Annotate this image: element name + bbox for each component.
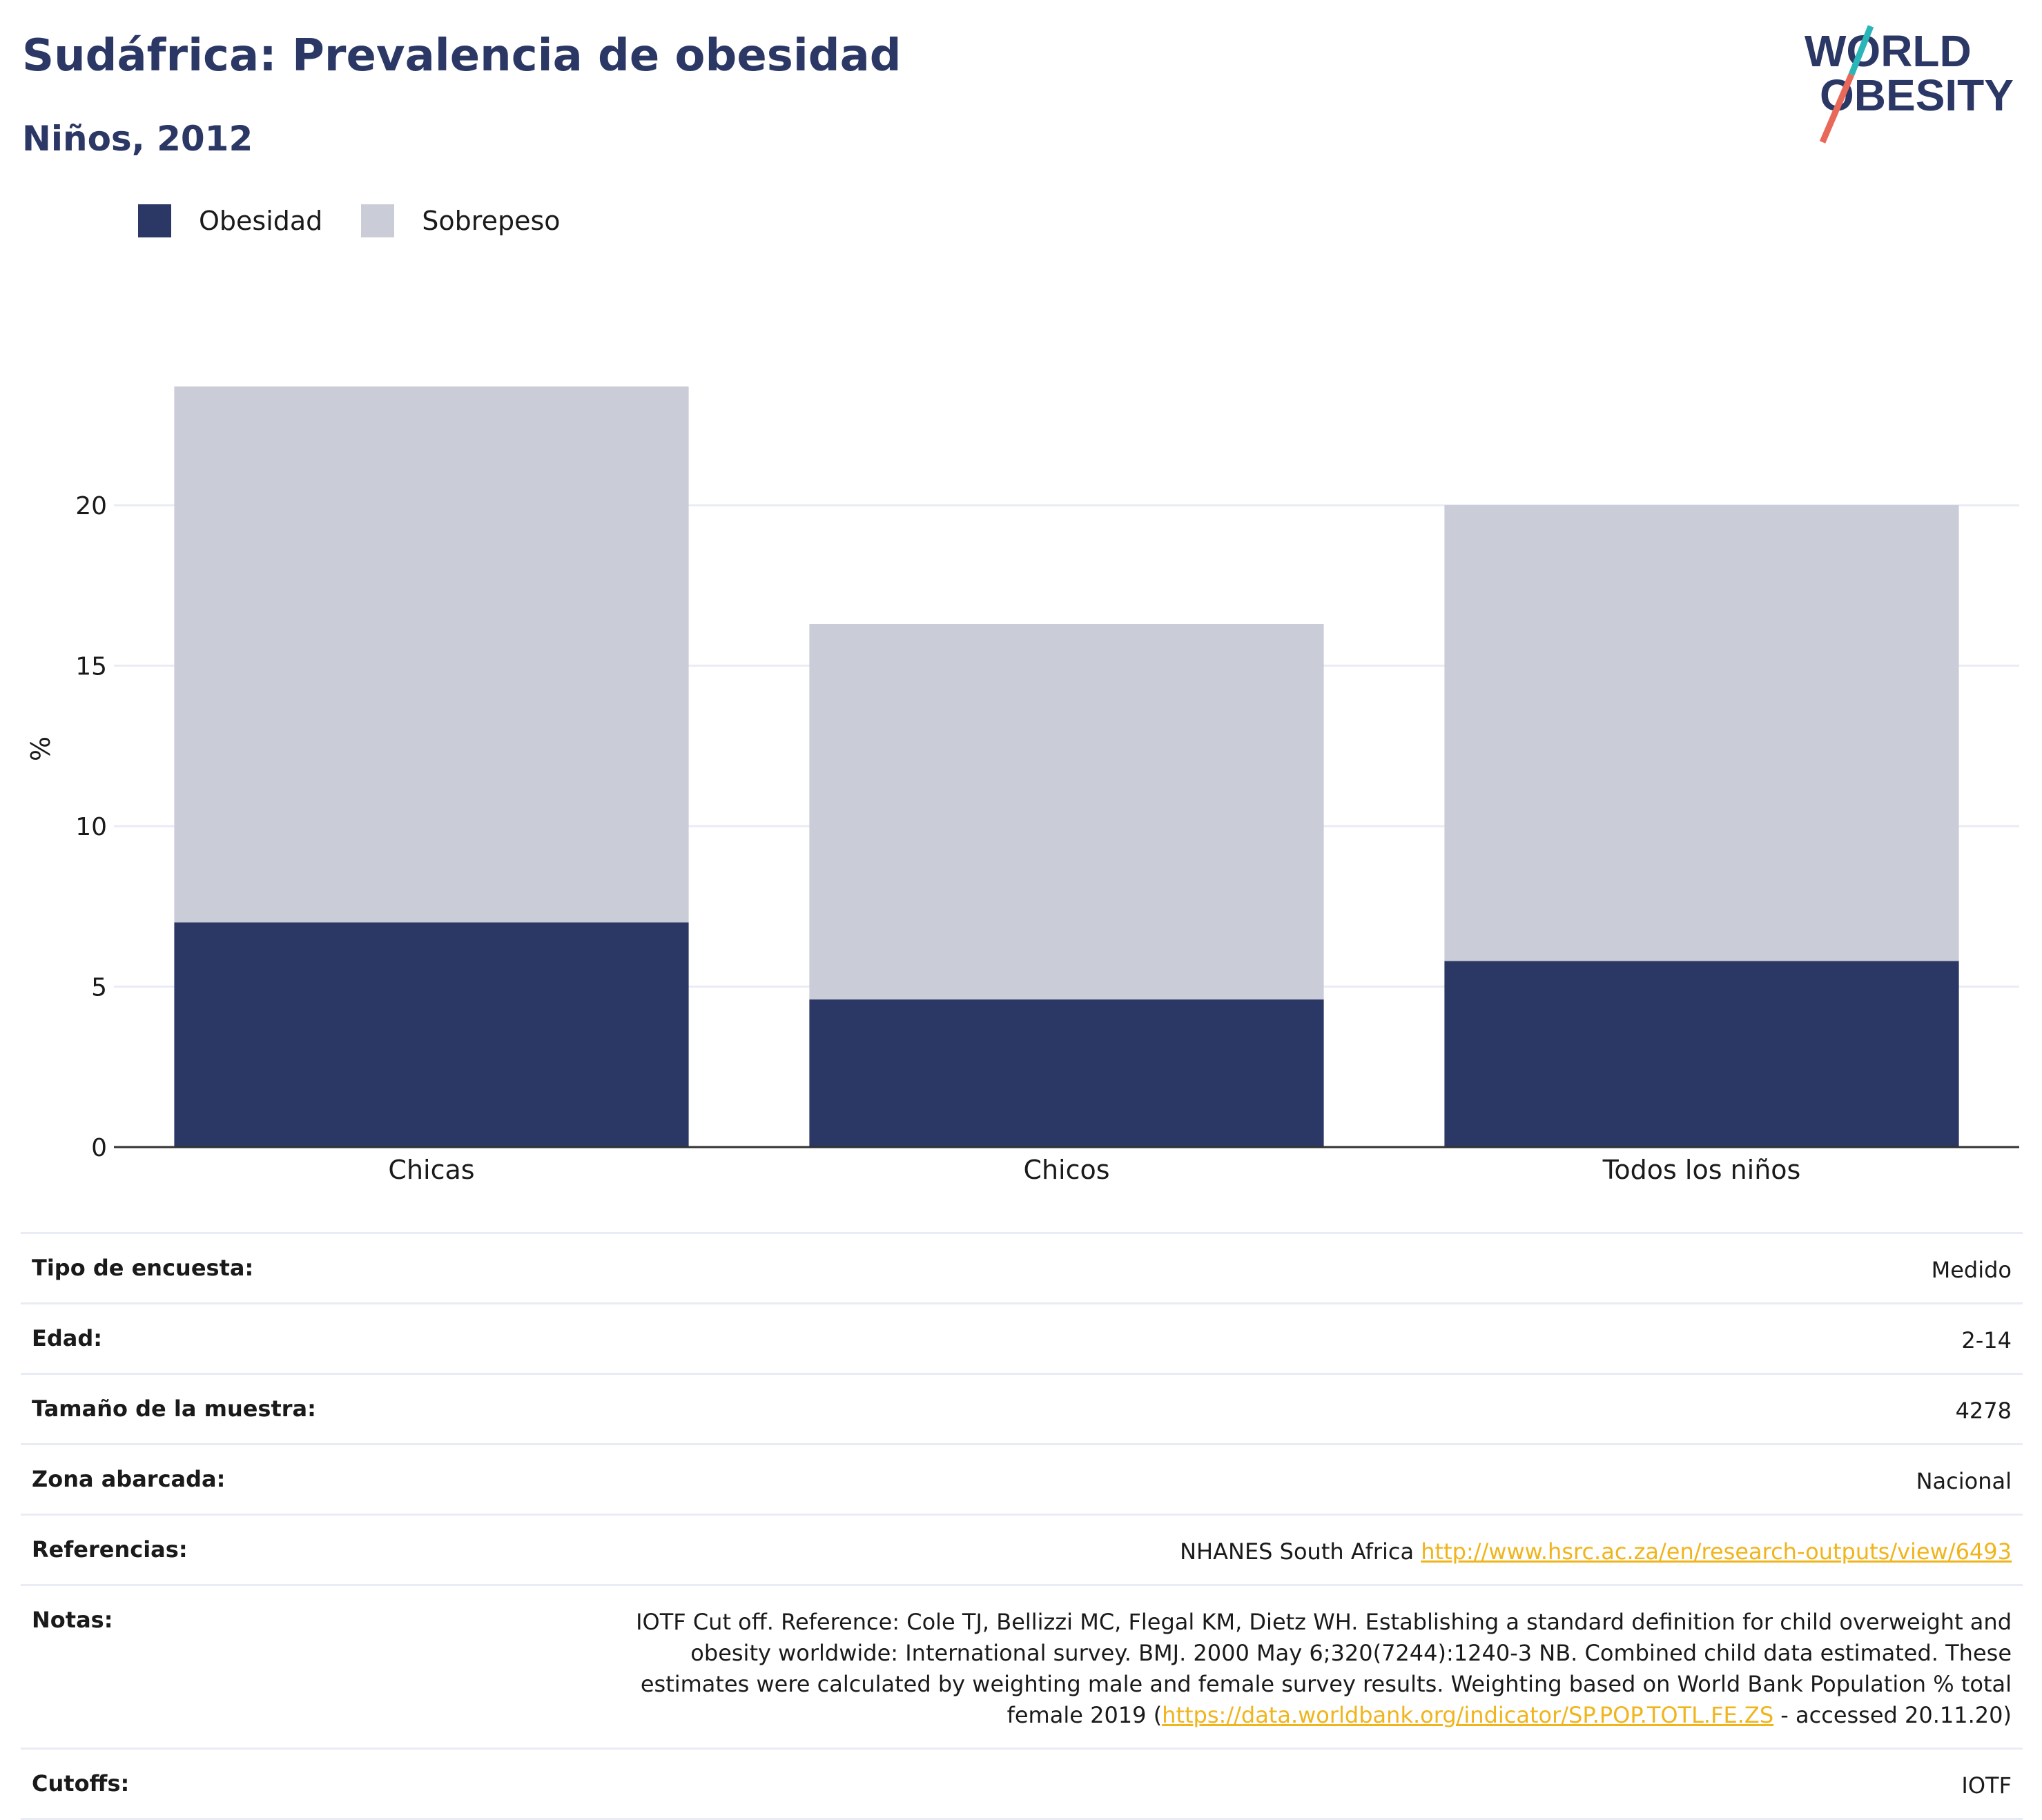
details-value-text: Medido (1931, 1257, 2012, 1283)
details-value: NHANES South Africa http://www.hsrc.ac.z… (1180, 1536, 2012, 1567)
x-tick-label: Chicas (388, 1155, 474, 1185)
legend-item-obesity[interactable]: Obesidad (138, 204, 322, 237)
details-key: Referencias: (32, 1536, 188, 1563)
details-key: Tamaño de la muestra: (32, 1396, 316, 1422)
y-tick-label: 15 (75, 653, 107, 681)
chart-legend: Obesidad Sobrepeso (138, 204, 599, 237)
details-row: Tamaño de la muestra: 4278 (21, 1373, 2023, 1443)
bar-overweight-1[interactable] (809, 624, 1324, 1000)
details-row: Tipo de encuesta: Medido (21, 1232, 2023, 1302)
bar-obesity-0[interactable] (174, 922, 689, 1148)
details-key: Notas: (32, 1607, 113, 1633)
details-value: 2-14 (1961, 1325, 2012, 1356)
details-link[interactable]: http://www.hsrc.ac.za/en/research-output… (1421, 1538, 2012, 1565)
details-value-text: NHANES South Africa (1180, 1538, 1421, 1565)
world-obesity-logo: WORLD OBESITY (1805, 25, 2014, 144)
details-value-text: 2-14 (1961, 1327, 2012, 1353)
details-link[interactable]: https://data.worldbank.org/indicator/SP.… (1162, 1702, 1774, 1728)
details-row: Notas: IOTF Cut off. Reference: Cole TJ, … (21, 1584, 2023, 1748)
details-value: Nacional (1916, 1466, 2012, 1497)
details-key: Edad: (32, 1325, 103, 1351)
details-row: Referencias: NHANES South Africa http://w… (21, 1514, 2023, 1584)
y-tick-label: 10 (75, 813, 107, 841)
details-value: IOTF (1961, 1770, 2012, 1801)
bars (174, 386, 1959, 1148)
bar-overweight-0[interactable] (174, 386, 689, 923)
details-value: IOTF Cut off. Reference: Cole TJ, Belliz… (596, 1607, 2012, 1731)
bar-obesity-1[interactable] (809, 999, 1324, 1147)
axes: 0 5 10 15 20% Chicas Chicos Todos los niños (26, 492, 2019, 1185)
details-key: Cutoffs: (32, 1770, 130, 1797)
stacked-bar-chart: 0 5 10 15 20% Chicas Chicos Todos los niños (26, 386, 2019, 1185)
details-value-text: IOTF (1961, 1772, 2012, 1799)
legend-label-obesity: Obesidad (199, 206, 323, 236)
y-tick-label: 5 (91, 974, 107, 1002)
logo-line-1: WORLD (1805, 26, 1972, 76)
logo-slash-coral (1819, 73, 1855, 144)
survey-details-table: Tipo de encuesta: Medido Edad: 2-14 Tamaño d… (21, 1232, 2023, 1820)
details-value-suffix: - accessed 20.11.20) (1773, 1702, 2012, 1728)
legend-item-overweight[interactable]: Sobrepeso (361, 204, 561, 237)
bar-overweight-2[interactable] (1444, 505, 1959, 961)
details-row: Cutoffs: IOTF (21, 1748, 2023, 1820)
details-value-text: 4278 (1955, 1398, 2012, 1424)
details-value-text: IOTF Cut off. Reference: Cole TJ, Belliz… (636, 1609, 2012, 1728)
details-value-text: Nacional (1916, 1468, 2012, 1494)
details-value: 4278 (1956, 1396, 2012, 1427)
y-tick-label: 0 (91, 1134, 107, 1162)
chart-subtitle: Niños, 2012 (22, 119, 253, 159)
details-key: Tipo de encuesta: (32, 1255, 254, 1281)
legend-label-overweight: Sobrepeso (422, 206, 561, 236)
bar-obesity-2[interactable] (1444, 961, 1959, 1147)
legend-swatch-obesity (138, 204, 171, 237)
details-key: Zona abarcada: (32, 1466, 226, 1492)
details-row: Zona abarcada: Nacional (21, 1443, 2023, 1514)
y-tick-label: 20 (75, 492, 107, 520)
y-axis-label: % (26, 736, 56, 761)
details-value: Medido (1932, 1255, 2012, 1286)
x-tick-label: Todos los niños (1602, 1155, 1801, 1185)
chart-title: Sudáfrica: Prevalencia de obesidad (22, 30, 902, 81)
logo-slash-teal (1848, 25, 1874, 76)
details-row: Edad: 2-14 (21, 1302, 2023, 1373)
x-tick-label: Chicos (1023, 1155, 1109, 1185)
legend-swatch-overweight (361, 204, 395, 237)
